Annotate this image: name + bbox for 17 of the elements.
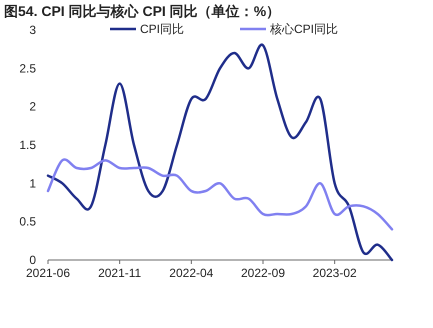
x-tick-label: 2021-11 (98, 266, 142, 280)
y-tick-label: 1.5 (19, 138, 36, 152)
y-tick-label: 1 (29, 176, 36, 190)
legend-label: CPI同比 (140, 22, 184, 36)
y-tick-label: 2 (29, 100, 36, 114)
y-tick-label: 0.5 (19, 214, 36, 229)
y-tick-label: 2.5 (19, 61, 36, 76)
x-tick-label: 2021-06 (26, 266, 70, 280)
legend-label: 核心CPI同比 (269, 22, 338, 36)
x-tick-label: 2023-02 (312, 266, 358, 280)
x-tick-label: 2022-09 (240, 266, 286, 280)
line-series (46, 44, 394, 262)
y-tick-label: 0 (29, 253, 36, 267)
y-tick-label: 3 (29, 23, 36, 37)
x-tick-label: 2022-04 (169, 266, 214, 280)
line-series (46, 158, 394, 231)
chart-title: 图54. CPI 同比与核心 CPI 同比（单位：%） (4, 3, 280, 19)
